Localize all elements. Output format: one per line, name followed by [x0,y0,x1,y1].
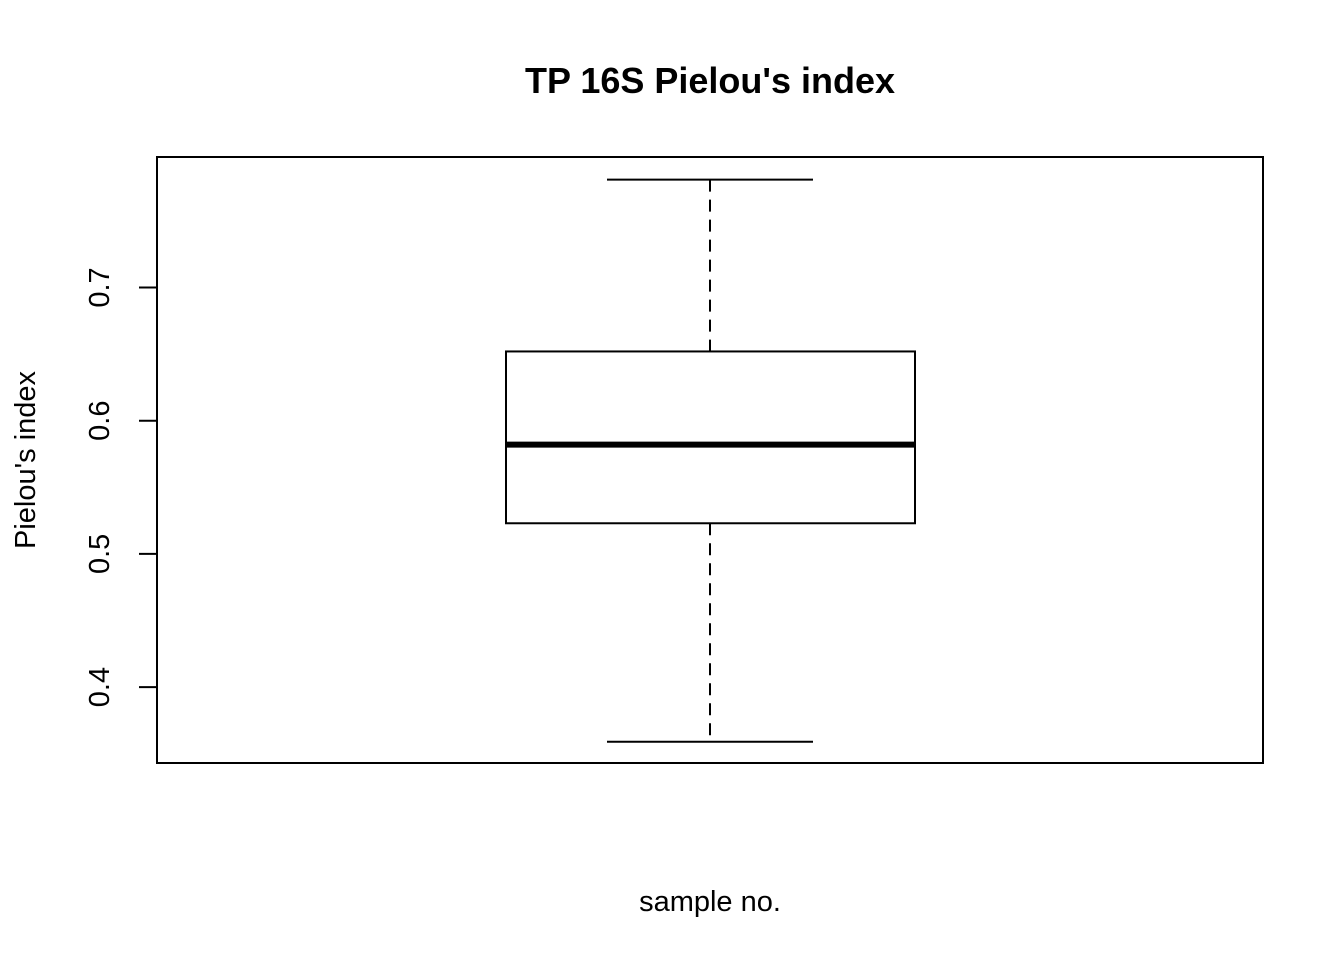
y-axis-ticks: 0.4 0.5 0.6 0.7 [84,267,157,707]
y-tick-label: 0.5 [84,534,116,574]
box-iqr [505,350,916,525]
y-axis-label: Pielou's index [10,370,42,549]
y-tick-label: 0.4 [84,667,116,707]
x-axis-label: sample no. [639,886,781,918]
y-tick-label: 0.7 [84,267,116,307]
chart-title: TP 16S Pielou's index [525,60,895,101]
y-tick-label: 0.6 [84,401,116,441]
boxplot-series [505,178,916,743]
